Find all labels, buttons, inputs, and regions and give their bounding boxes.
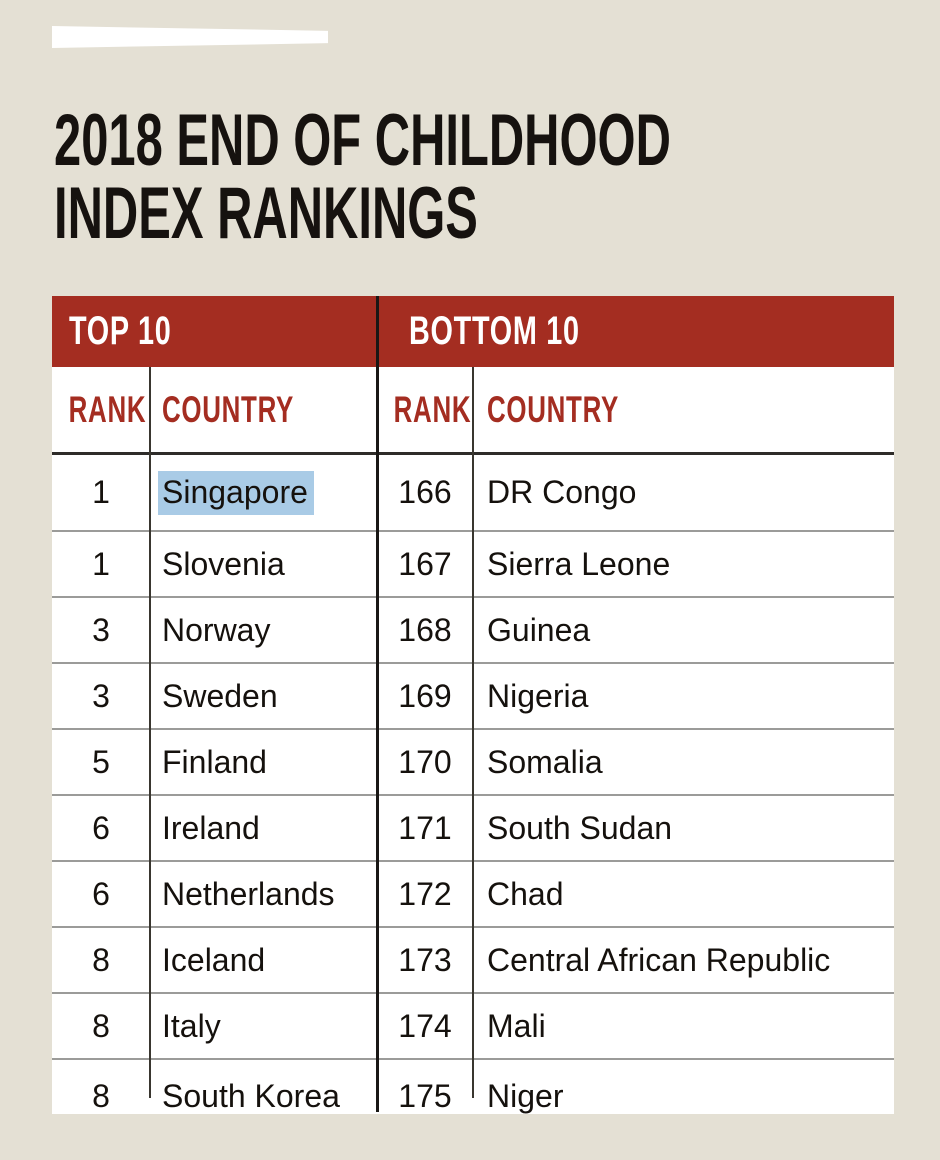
top-rank-cell: 8 — [92, 1077, 110, 1114]
top10-rank-country-divider — [149, 367, 151, 1098]
top-rank-cell: 1 — [92, 474, 110, 510]
top-country-cell[interactable]: Iceland — [162, 941, 266, 978]
top-country-cell[interactable]: Ireland — [162, 809, 260, 846]
top10-country-column-header: COUNTRY — [162, 388, 295, 430]
table-row: 8 South Korea 175 Niger — [52, 1058, 894, 1132]
bottom-country-cell[interactable]: DR Congo — [487, 474, 637, 510]
top10-rank-column-header: RANK — [68, 388, 147, 430]
bottom-country-cell[interactable]: Sierra Leone — [487, 545, 671, 582]
bottom10-rank-country-divider — [472, 367, 474, 1098]
bottom-country-cell[interactable]: Niger — [487, 1077, 564, 1114]
bottom-country-cell[interactable]: Guinea — [487, 611, 591, 648]
top-country-cell[interactable]: Norway — [162, 611, 271, 648]
bottom-rank-cell: 166 — [398, 474, 452, 510]
top-rank-cell: 1 — [92, 545, 110, 582]
top-rank-cell: 6 — [92, 809, 110, 846]
top10-label: TOP 10 — [69, 309, 172, 353]
bottom-country-cell[interactable]: Central African Republic — [487, 941, 831, 978]
top-country-cell[interactable]: South Korea — [162, 1077, 340, 1114]
page-title-line2: INDEX RANKINGS — [54, 173, 478, 254]
top-country-cell[interactable]: Finland — [162, 743, 267, 780]
section-divider — [376, 296, 379, 1112]
page-title: 2018 END OF CHILDHOOD INDEX RANKINGS — [54, 104, 671, 250]
bottom10-rank-column-header: RANK — [393, 388, 472, 430]
bottom-rank-cell: 174 — [398, 1007, 452, 1044]
top-rank-cell: 3 — [92, 677, 110, 714]
top-country-cell[interactable]: Slovenia — [162, 545, 285, 582]
bottom10-country-column-header: COUNTRY — [487, 388, 620, 430]
bottom10-section-header: BOTTOM 10 — [394, 296, 894, 367]
bottom-rank-cell: 169 — [398, 677, 452, 714]
top-country-cell[interactable]: Italy — [162, 1007, 221, 1044]
top-country-cell[interactable]: Singapore — [150, 471, 377, 515]
top-rank-cell: 8 — [92, 1007, 110, 1044]
bottom-country-cell[interactable]: Somalia — [487, 743, 603, 780]
bottom-rank-cell: 168 — [398, 611, 452, 648]
rankings-table: TOP 10 BOTTOM 10 RANK COUNTRY RANK COUNT… — [52, 296, 894, 1114]
top-country-cell[interactable]: Sweden — [162, 677, 278, 714]
bottom-rank-cell: 171 — [398, 809, 452, 846]
bottom-country-cell[interactable]: Chad — [487, 875, 564, 912]
bottom-country-cell[interactable]: South Sudan — [487, 809, 673, 846]
page-title-line1: 2018 END OF CHILDHOOD — [54, 100, 671, 181]
bottom-country-cell[interactable]: Nigeria — [487, 677, 589, 714]
top-rank-cell: 5 — [92, 743, 110, 780]
bottom-rank-cell: 175 — [398, 1077, 452, 1114]
bottom10-label: BOTTOM 10 — [409, 309, 580, 353]
top10-section-header: TOP 10 — [52, 296, 394, 367]
bottom-rank-cell: 170 — [398, 743, 452, 780]
bottom-rank-cell: 172 — [398, 875, 452, 912]
bottom-rank-cell: 173 — [398, 941, 452, 978]
bottom-rank-cell: 167 — [398, 545, 452, 582]
top-rank-cell: 8 — [92, 941, 110, 978]
table-row: 1 Singapore 166 DR Congo — [52, 455, 894, 530]
column-header-row: RANK COUNTRY RANK COUNTRY — [52, 367, 894, 452]
top-rank-cell: 3 — [92, 611, 110, 648]
table-section-band: TOP 10 BOTTOM 10 — [52, 296, 894, 367]
top-rank-cell: 6 — [92, 875, 110, 912]
top-country-cell[interactable]: Netherlands — [162, 875, 335, 912]
paint-stroke-decoration — [52, 26, 328, 48]
selected-text[interactable]: Singapore — [158, 471, 314, 515]
bottom-country-cell[interactable]: Mali — [487, 1007, 546, 1044]
